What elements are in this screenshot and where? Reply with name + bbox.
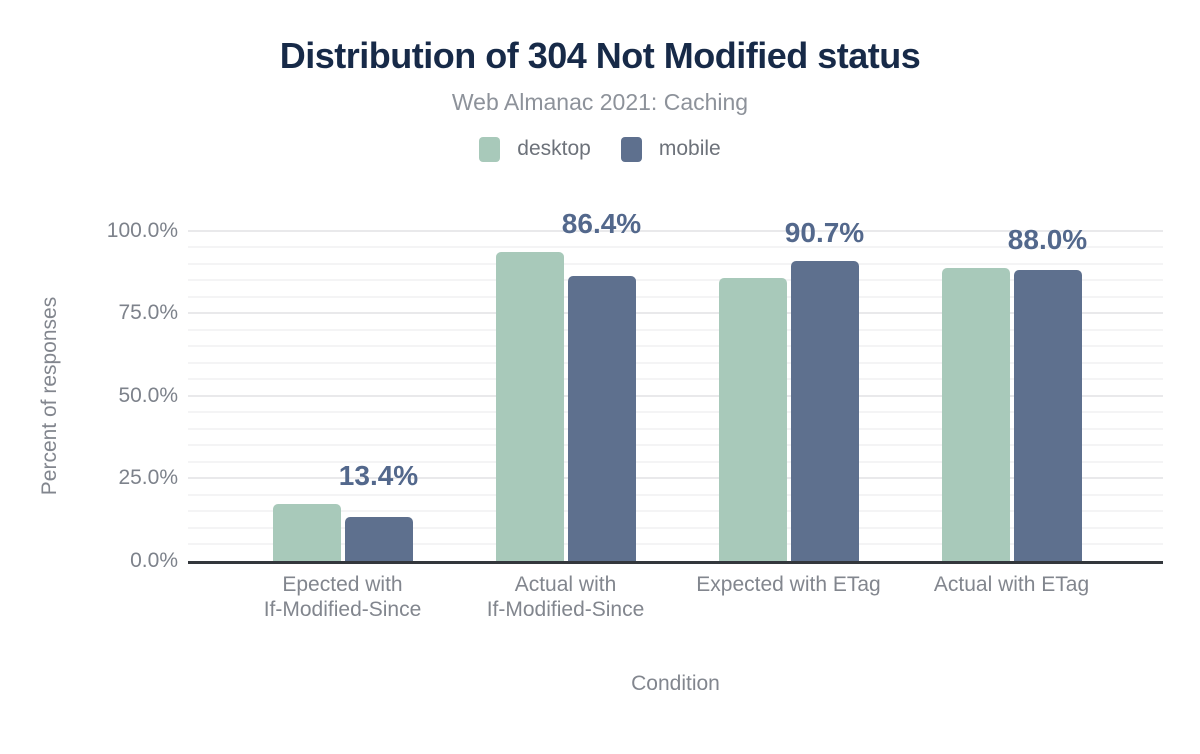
minor-gridline-45	[188, 411, 1163, 414]
y-axis-title: Percent of responses	[38, 296, 61, 496]
bar-groups: 13.4% 86.4% 90.7% 88.0%	[231, 208, 1123, 561]
minor-gridline-85	[188, 279, 1163, 282]
chart-figure: Distribution of 304 Not Modified status …	[0, 12, 1200, 735]
minor-gridline-15	[188, 510, 1163, 513]
x-axis-title: Condition	[631, 671, 720, 695]
y-tick-25: 25.0%	[118, 466, 178, 490]
y-tick-75: 75.0%	[118, 301, 178, 325]
x-axis-category-labels: Epected with If-Modified-Since Actual wit…	[231, 573, 1123, 623]
value-label-1: 13.4%	[338, 459, 419, 491]
bar-group-1: 13.4%	[231, 231, 454, 561]
value-label-3: 90.7%	[784, 217, 865, 249]
minor-gridline-40	[188, 427, 1163, 430]
bar-mobile-1	[344, 516, 413, 561]
legend: desktop mobile	[0, 136, 1200, 162]
legend-label-mobile: mobile	[658, 137, 721, 161]
bar-group-3: 90.7%	[677, 217, 900, 561]
legend-swatch-mobile-icon	[620, 136, 642, 162]
minor-gridline-65	[188, 345, 1163, 348]
bar-mobile-3	[790, 261, 859, 561]
x-category-label-4: Actual with ETag	[933, 572, 1090, 596]
major-gridline-50	[188, 394, 1163, 397]
y-tick-0: 0.0%	[130, 548, 178, 572]
legend-item-desktop: desktop	[479, 136, 591, 162]
bar-mobile-4	[1013, 270, 1082, 561]
minor-gridline-90	[188, 262, 1163, 265]
x-category-label-1: Epected with If-Modified-Since	[263, 572, 422, 621]
minor-gridline-80	[188, 295, 1163, 298]
major-gridline-25	[188, 477, 1163, 480]
y-tick-100: 100.0%	[106, 218, 178, 242]
chart-title: Distribution of 304 Not Modified status	[279, 35, 921, 76]
y-tick-50: 50.0%	[118, 383, 178, 407]
legend-swatch-desktop-icon	[479, 136, 501, 162]
legend-item-mobile: mobile	[620, 136, 721, 162]
chart-area: Percent of responses 0.0% 25.0% 50.0% 75.0%…	[0, 162, 1200, 735]
value-label-4: 88.0%	[1007, 224, 1088, 256]
bar-group-4: 88.0%	[900, 224, 1123, 561]
minor-gridline-20	[188, 493, 1163, 496]
minor-gridline-10	[188, 526, 1163, 529]
bar-mobile-2	[567, 275, 636, 561]
value-label-2: 86.4%	[561, 207, 642, 239]
minor-gridline-70	[188, 328, 1163, 331]
x-category-label-2: Actual with If-Modified-Since	[486, 572, 645, 621]
minor-gridline-5	[188, 543, 1163, 546]
plot-area: 0.0% 25.0% 50.0% 75.0% 100.0% 13.4% 86.4% 90.7%…	[107, 208, 1163, 572]
bar-desktop-4	[941, 268, 1010, 561]
bar-desktop-3	[718, 277, 787, 561]
minor-gridline-30	[188, 460, 1163, 463]
major-gridline-100	[188, 229, 1163, 232]
minor-gridline-95	[188, 246, 1163, 249]
minor-gridline-55	[188, 378, 1163, 381]
major-gridline-75	[188, 312, 1163, 315]
bar-desktop-1	[272, 503, 341, 561]
legend-label-desktop: desktop	[517, 137, 591, 161]
chart-subtitle: Web Almanac 2021: Caching	[451, 89, 749, 116]
bar-group-2: 86.4%	[454, 208, 677, 561]
minor-gridline-60	[188, 361, 1163, 364]
x-category-label-3: Expected with ETag	[696, 572, 881, 596]
minor-gridline-35	[188, 444, 1163, 447]
bar-desktop-2	[495, 251, 564, 561]
